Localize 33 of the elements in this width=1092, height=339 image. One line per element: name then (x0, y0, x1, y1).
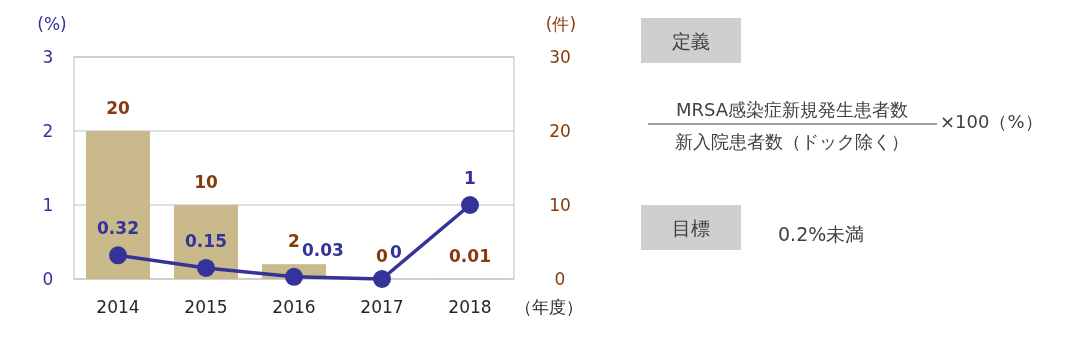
y-axis-title: (%) (37, 14, 67, 34)
x-tick-label: 2015 (184, 297, 228, 317)
point (197, 258, 215, 277)
bar (86, 131, 150, 279)
point (109, 246, 127, 265)
y2-tick-label: 20 (549, 121, 571, 141)
point (461, 196, 479, 214)
point (285, 267, 303, 286)
data-label: 0 (390, 242, 403, 262)
x-tick-label: 2014 (96, 297, 140, 317)
data-label: 0 (376, 246, 389, 266)
x-tick-label: 2016 (272, 297, 316, 317)
y-tick-label: 0 (42, 269, 54, 289)
data-label: 0.03 (301, 239, 344, 260)
data-label: 20 (106, 98, 130, 118)
data-label: 0.15 (185, 230, 227, 251)
x-axis-title: （年度） (515, 297, 583, 317)
data-label: 0.01 (449, 245, 491, 266)
definition-panel: 定義 MRSA感染症新規発生患者数 新入院患者数（ドック除く） ×100（%） 目標 0.2%未満 (641, 18, 1043, 250)
data-label: 0.32 (97, 218, 139, 239)
data-label: 2 (288, 231, 300, 252)
y-tick-label: 1 (42, 195, 54, 215)
y2-axis-title: (件) (545, 14, 577, 34)
y-tick-label: 3 (42, 47, 54, 67)
y-tick-label: 2 (42, 121, 54, 141)
point (373, 270, 391, 288)
y2-tick-label: 0 (554, 269, 566, 289)
y2-tick-label: 10 (549, 195, 571, 215)
data-label: 1 (464, 168, 476, 188)
y2-tick-label: 30 (549, 47, 571, 67)
data-label: 10 (194, 172, 218, 192)
x-tick-label: 2017 (360, 297, 404, 317)
x-tick-label: 2018 (448, 297, 492, 317)
